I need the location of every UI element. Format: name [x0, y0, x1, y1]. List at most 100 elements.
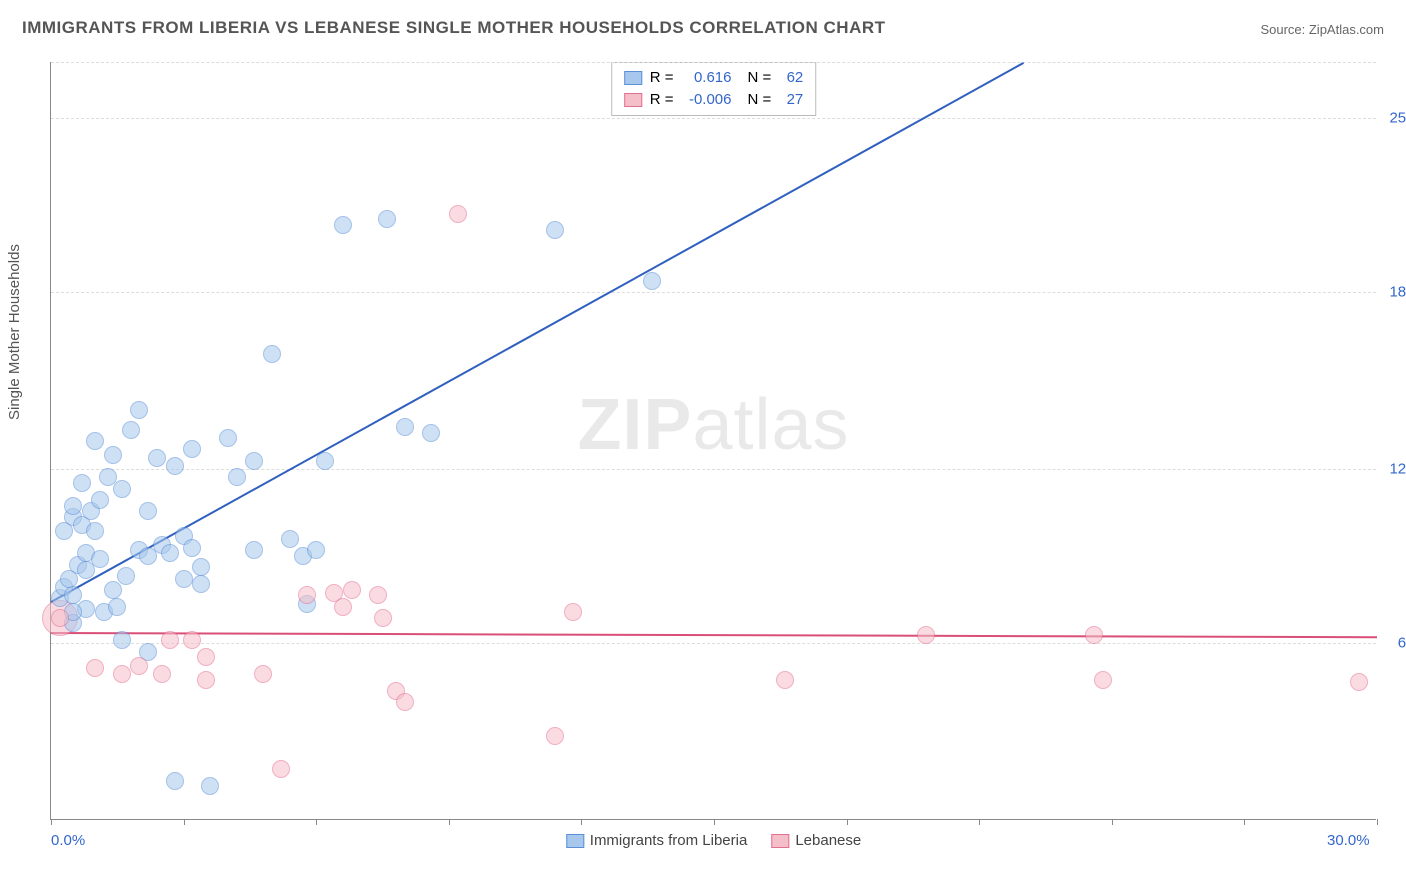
scatter-point: [449, 205, 467, 223]
scatter-point: [104, 446, 122, 464]
y-tick-label: 25.0%: [1389, 110, 1406, 127]
correlation-legend: R =0.616N =62R =-0.006N =27: [611, 62, 817, 116]
scatter-point: [343, 581, 361, 599]
x-tick: [184, 819, 185, 825]
scatter-point: [334, 598, 352, 616]
scatter-point: [546, 221, 564, 239]
scatter-point: [1350, 673, 1368, 691]
gridline: [51, 292, 1376, 293]
legend-swatch: [624, 93, 642, 107]
x-tick: [316, 819, 317, 825]
scatter-point: [113, 631, 131, 649]
scatter-point: [192, 575, 210, 593]
scatter-plot-area: ZIPatlas R =0.616N =62R =-0.006N =27 Imm…: [50, 62, 1376, 820]
scatter-point: [422, 424, 440, 442]
legend-r-label: R =: [650, 89, 674, 111]
scatter-point: [298, 586, 316, 604]
scatter-point: [272, 760, 290, 778]
scatter-point: [161, 631, 179, 649]
source-prefix: Source:: [1260, 22, 1308, 37]
scatter-point: [166, 457, 184, 475]
series-legend: Immigrants from Liberia Lebanese: [566, 832, 861, 849]
x-tick: [581, 819, 582, 825]
scatter-point: [130, 401, 148, 419]
scatter-point: [396, 693, 414, 711]
x-tick: [847, 819, 848, 825]
scatter-point: [122, 421, 140, 439]
scatter-point: [86, 432, 104, 450]
scatter-point: [130, 657, 148, 675]
x-tick: [1112, 819, 1113, 825]
scatter-point: [139, 502, 157, 520]
scatter-point: [51, 609, 69, 627]
scatter-point: [64, 497, 82, 515]
legend-swatch: [566, 834, 584, 848]
scatter-point: [334, 216, 352, 234]
legend-r-label: R =: [650, 67, 674, 89]
legend-item: Lebanese: [771, 832, 861, 849]
scatter-point: [166, 772, 184, 790]
scatter-point: [148, 449, 166, 467]
legend-swatch: [771, 834, 789, 848]
scatter-point: [374, 609, 392, 627]
x-tick: [51, 819, 52, 825]
legend-row: R =0.616N =62: [624, 67, 804, 89]
legend-row: R =-0.006N =27: [624, 89, 804, 111]
scatter-point: [546, 727, 564, 745]
scatter-point: [219, 429, 237, 447]
y-tick-label: 6.3%: [1398, 635, 1406, 652]
scatter-point: [175, 570, 193, 588]
scatter-point: [643, 272, 661, 290]
trend-line: [51, 62, 1024, 603]
gridline: [51, 118, 1376, 119]
chart-title: IMMIGRANTS FROM LIBERIA VS LEBANESE SING…: [22, 18, 886, 38]
x-tick: [1244, 819, 1245, 825]
scatter-point: [86, 659, 104, 677]
scatter-point: [316, 452, 334, 470]
legend-label: Lebanese: [795, 832, 861, 849]
legend-item: Immigrants from Liberia: [566, 832, 748, 849]
trend-line: [51, 632, 1377, 638]
scatter-point: [254, 665, 272, 683]
scatter-point: [263, 345, 281, 363]
x-tick: [714, 819, 715, 825]
scatter-point: [201, 777, 219, 795]
x-tick: [979, 819, 980, 825]
source-link[interactable]: ZipAtlas.com: [1309, 22, 1384, 37]
legend-label: Immigrants from Liberia: [590, 832, 748, 849]
scatter-point: [113, 480, 131, 498]
scatter-point: [307, 541, 325, 559]
x-tick: [449, 819, 450, 825]
scatter-point: [86, 522, 104, 540]
scatter-point: [192, 558, 210, 576]
legend-r-value: 0.616: [682, 67, 732, 89]
x-tick: [1377, 819, 1378, 825]
scatter-point: [1094, 671, 1112, 689]
scatter-point: [197, 671, 215, 689]
scatter-point: [113, 665, 131, 683]
legend-swatch: [624, 71, 642, 85]
gridline: [51, 62, 1376, 63]
legend-n-value: 27: [779, 89, 803, 111]
gridline: [51, 469, 1376, 470]
scatter-point: [183, 631, 201, 649]
x-tick-label: 0.0%: [51, 832, 85, 849]
scatter-point: [228, 468, 246, 486]
scatter-point: [564, 603, 582, 621]
scatter-point: [369, 586, 387, 604]
scatter-point: [917, 626, 935, 644]
scatter-point: [281, 530, 299, 548]
scatter-point: [183, 440, 201, 458]
scatter-point: [245, 541, 263, 559]
scatter-point: [776, 671, 794, 689]
y-tick-label: 12.5%: [1389, 461, 1406, 478]
scatter-point: [183, 539, 201, 557]
scatter-point: [108, 598, 126, 616]
legend-n-label: N =: [748, 89, 772, 111]
scatter-point: [1085, 626, 1103, 644]
source-attribution: Source: ZipAtlas.com: [1260, 22, 1384, 37]
scatter-point: [91, 491, 109, 509]
watermark-text: ZIPatlas: [577, 384, 849, 466]
legend-n-value: 62: [779, 67, 803, 89]
scatter-point: [104, 581, 122, 599]
